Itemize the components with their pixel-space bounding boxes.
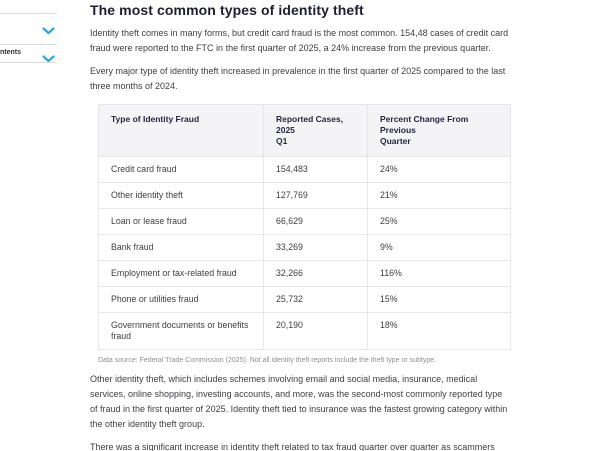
cell-reported-cases: 32,266 xyxy=(263,260,368,287)
table-row: Employment or tax-related fraud 32,266 1… xyxy=(98,260,511,287)
cell-percent-change: 24% xyxy=(367,156,511,183)
table-of-contents-sidebar: ntents xyxy=(0,0,58,451)
toc-accordion-item-contents[interactable]: ntents xyxy=(0,45,57,63)
cell-percent-change: 116% xyxy=(367,260,511,287)
cell-fraud-type: Credit card fraud xyxy=(98,156,264,183)
intro-paragraph: Identity theft comes in many forms, but … xyxy=(90,28,509,53)
table-row: Phone or utilities fraud 25,732 15% xyxy=(98,286,511,313)
cell-fraud-type: Employment or tax-related fraud xyxy=(98,260,264,287)
cell-percent-change: 25% xyxy=(367,208,511,235)
cell-reported-cases: 66,629 xyxy=(263,208,368,235)
cell-percent-change: 18% xyxy=(367,312,511,350)
column-header-change: Percent Change From Previous Quarter xyxy=(367,104,511,157)
divider xyxy=(0,62,57,63)
data-source-note: Data source: Federal Trade Commission (2… xyxy=(98,357,437,364)
chevron-down-icon[interactable] xyxy=(42,50,55,68)
cell-reported-cases: 154,483 xyxy=(263,156,368,183)
divider xyxy=(0,44,57,45)
column-header-type: Type of Identity Fraud xyxy=(98,104,264,157)
toc-accordion-item-1[interactable] xyxy=(0,14,57,44)
toc-item-label: ntents xyxy=(0,49,21,56)
cell-percent-change: 15% xyxy=(367,286,511,313)
cell-percent-change: 21% xyxy=(367,182,511,209)
cell-fraud-type: Other identity theft xyxy=(98,182,264,209)
cell-fraud-type: Bank fraud xyxy=(98,234,264,261)
body-paragraph: Every major type of identity theft incre… xyxy=(90,66,506,91)
body-paragraph: There was a significant increase in iden… xyxy=(90,442,495,451)
cell-reported-cases: 33,269 xyxy=(263,234,368,261)
cell-fraud-type: Phone or utilities fraud xyxy=(98,286,264,313)
cell-reported-cases: 25,732 xyxy=(263,286,368,313)
cell-reported-cases: 127,769 xyxy=(263,182,368,209)
table-row: Other identity theft 127,769 21% xyxy=(98,182,511,209)
divider xyxy=(0,13,57,14)
cell-fraud-type: Loan or lease fraud xyxy=(98,208,264,235)
identity-fraud-table: Type of Identity Fraud Reported Cases, 2… xyxy=(98,104,511,350)
table-row: Bank fraud 33,269 9% xyxy=(98,234,511,261)
table-row: Government documents or benefits fraud 2… xyxy=(98,312,511,350)
chevron-down-icon[interactable] xyxy=(42,22,55,40)
cell-percent-change: 9% xyxy=(367,234,511,261)
page-title: The most common types of identity theft xyxy=(90,2,364,18)
column-header-cases: Reported Cases, 2025 Q1 xyxy=(263,104,368,157)
cell-fraud-type: Government documents or benefits fraud xyxy=(98,312,264,350)
article-content: The most common types of identity theft … xyxy=(90,0,512,451)
table-row: Credit card fraud 154,483 24% xyxy=(98,156,511,183)
table-header-row: Type of Identity Fraud Reported Cases, 2… xyxy=(98,104,511,157)
cell-reported-cases: 20,190 xyxy=(263,312,368,350)
body-paragraph: Other identity theft, which includes sch… xyxy=(90,374,508,429)
table-row: Loan or lease fraud 66,629 25% xyxy=(98,208,511,235)
